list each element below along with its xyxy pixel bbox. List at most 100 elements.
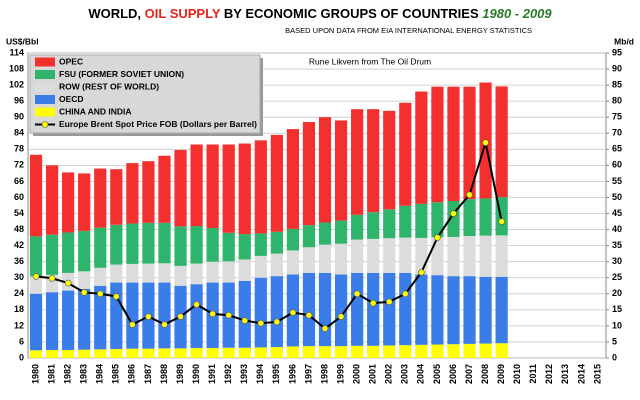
bar-segment — [431, 237, 444, 276]
y2-tick-label: 95 — [612, 47, 622, 57]
x-tick-label: 1985 — [111, 364, 121, 384]
bar-segment — [62, 290, 75, 350]
bar-segment — [415, 203, 428, 238]
bar-segment — [318, 272, 332, 347]
x-tick-label: 2012 — [544, 364, 554, 384]
x-tick-label: 1994 — [255, 364, 265, 384]
price-point — [32, 273, 40, 280]
y-tick-label: 18 — [14, 304, 24, 314]
legend-swatch — [35, 95, 55, 104]
bar-segment — [302, 272, 316, 347]
bar-segment — [94, 349, 107, 358]
bar-segment — [158, 348, 171, 358]
x-tick-label: 1996 — [287, 364, 297, 384]
price-point — [337, 313, 345, 320]
price-point — [129, 321, 136, 328]
x-tick-label: 1993 — [239, 364, 249, 384]
bar-segment — [174, 226, 187, 266]
y2-tick-label: 30 — [612, 256, 622, 266]
bar-segment — [302, 122, 316, 226]
bar-segment — [415, 91, 428, 204]
x-tick-label: 2002 — [384, 364, 394, 384]
annotation: Rune Likvern from The Oil Drum — [309, 56, 431, 66]
x-tick-label: 1987 — [143, 364, 153, 384]
price-point — [450, 210, 457, 217]
bar-segment — [110, 264, 123, 283]
bar-segment — [367, 212, 380, 239]
y2-tick-label: 0 — [612, 352, 617, 362]
x-tick-label: 1990 — [191, 364, 201, 384]
bar-segment — [286, 346, 300, 358]
bar-segment — [126, 223, 139, 264]
bar-segment — [110, 224, 123, 265]
bar-segment — [29, 350, 43, 358]
price-point — [177, 313, 184, 320]
bar-segment — [29, 293, 43, 351]
bar-segment — [286, 129, 300, 229]
bar-segment — [479, 276, 492, 344]
y-tick-label: 30 — [14, 272, 24, 282]
bar-segment — [318, 244, 332, 273]
bar-segment — [431, 275, 444, 345]
y-tick-label: 108 — [9, 63, 24, 73]
bar-segment — [78, 230, 91, 272]
bar-segment — [45, 349, 59, 358]
legend-label: OPEC — [59, 56, 83, 66]
legend-swatch — [35, 107, 55, 117]
y-tick-label: 54 — [14, 208, 24, 218]
bar-segment — [190, 284, 203, 349]
bar-segment — [94, 285, 107, 350]
bar-segment — [351, 345, 364, 358]
bar-segment — [463, 86, 476, 200]
bar-segment — [270, 276, 283, 348]
x-tick-label: 1989 — [175, 364, 185, 384]
y2-tick-label: 40 — [612, 224, 622, 234]
bar-segment — [447, 276, 460, 345]
x-tick-label: 2005 — [432, 364, 442, 384]
bar-segment — [495, 86, 508, 198]
bar-segment — [126, 263, 139, 283]
price-point — [434, 234, 441, 241]
bar-segment — [78, 349, 91, 358]
bar-segment — [334, 243, 348, 275]
bar-segment — [29, 236, 43, 277]
x-tick-label: 1997 — [303, 364, 313, 384]
price-point — [80, 289, 88, 296]
legend — [29, 54, 261, 134]
bar-segment — [142, 161, 155, 223]
bar-segment — [142, 348, 155, 358]
bar-segment — [367, 238, 380, 273]
price-point — [96, 290, 104, 298]
y2-tick-label: 20 — [612, 288, 622, 298]
title-part: OIL SUPPLY — [145, 6, 221, 21]
price-point — [466, 191, 473, 199]
x-tick-label: 2010 — [512, 364, 522, 384]
price-point — [353, 290, 361, 298]
x-tick-label: 2007 — [464, 364, 474, 384]
y2-tick-label: 70 — [612, 128, 622, 138]
bar-segment — [126, 282, 139, 349]
bar-segment — [158, 282, 171, 349]
bar-segment — [447, 236, 460, 277]
legend-marker — [41, 121, 49, 128]
x-tick-label: 2003 — [400, 364, 410, 384]
bar-segment — [158, 222, 171, 264]
x-tick-label: 2001 — [368, 364, 378, 384]
y-tick-label: 66 — [14, 176, 24, 186]
price-point — [402, 290, 409, 298]
bar-segment — [206, 144, 219, 228]
bar-segment — [495, 276, 508, 344]
price-point — [161, 321, 168, 328]
y2-tick-label: 35 — [612, 240, 622, 250]
bar-segment — [190, 348, 203, 358]
price-point — [64, 279, 72, 287]
bar-segment — [110, 169, 123, 225]
bar-segment — [334, 274, 348, 347]
bar-segment — [78, 271, 91, 289]
y-tick-label: 36 — [14, 256, 24, 266]
x-tick-label: 2006 — [448, 364, 458, 384]
bar-segment — [126, 348, 139, 358]
bar-segment — [94, 267, 107, 286]
bar-segment — [286, 250, 300, 275]
